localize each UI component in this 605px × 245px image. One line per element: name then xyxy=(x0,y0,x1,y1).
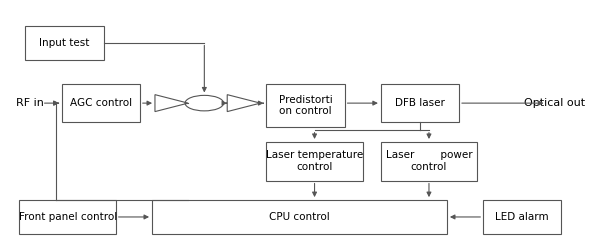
Text: Predistorti
on control: Predistorti on control xyxy=(279,95,332,116)
Text: Optical out: Optical out xyxy=(525,98,586,108)
Text: Input test: Input test xyxy=(39,37,90,48)
Text: RF in: RF in xyxy=(16,98,44,108)
FancyBboxPatch shape xyxy=(266,142,363,181)
Text: Laser        power
control: Laser power control xyxy=(385,150,473,172)
FancyBboxPatch shape xyxy=(266,84,345,127)
FancyBboxPatch shape xyxy=(62,84,140,122)
FancyBboxPatch shape xyxy=(483,200,561,234)
Text: Front panel control: Front panel control xyxy=(19,212,117,222)
FancyBboxPatch shape xyxy=(381,142,477,181)
Text: LED alarm: LED alarm xyxy=(495,212,549,222)
FancyBboxPatch shape xyxy=(381,84,459,122)
FancyBboxPatch shape xyxy=(152,200,447,234)
FancyBboxPatch shape xyxy=(19,200,116,234)
FancyBboxPatch shape xyxy=(25,26,104,60)
Text: AGC control: AGC control xyxy=(70,98,132,108)
Text: CPU control: CPU control xyxy=(269,212,330,222)
Text: Laser temperature
control: Laser temperature control xyxy=(266,150,363,172)
Text: DFB laser: DFB laser xyxy=(395,98,445,108)
